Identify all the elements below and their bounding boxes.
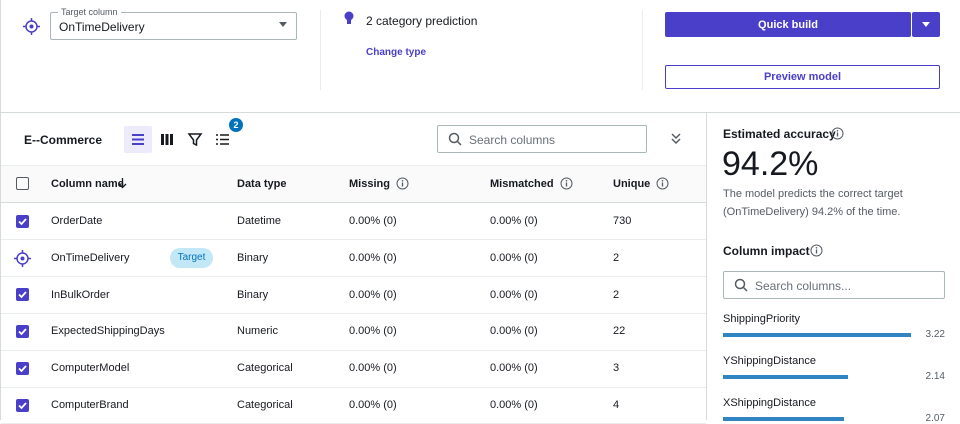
cell-missing: 0.00% (0) — [349, 362, 397, 375]
cell-name: ComputerModel — [51, 362, 130, 375]
impact-name: YShippingDistance — [723, 355, 816, 367]
preview-model-button[interactable]: Preview model — [665, 65, 940, 89]
impact-value: 2.14 — [925, 371, 945, 382]
search-icon — [734, 278, 748, 292]
cell-type: Categorical — [237, 362, 293, 375]
info-icon[interactable] — [831, 127, 844, 140]
impact-bar — [723, 417, 844, 421]
target-tag: Target — [170, 247, 213, 268]
top-bar — [0, 0, 960, 113]
list-view[interactable] — [124, 126, 152, 153]
change-type-link[interactable]: Change type — [366, 47, 427, 58]
impact-search-placeholder: Search columns... — [755, 279, 852, 293]
cell-unique: 2 — [613, 288, 620, 301]
select-label: Target column — [58, 7, 121, 17]
cell-mismatched: 0.00% (0) — [490, 325, 538, 338]
cell-unique: 3 — [613, 362, 620, 375]
sort-icon[interactable] — [118, 178, 127, 189]
cell-mismatched: 0.00% (0) — [490, 399, 538, 411]
cell-mismatched: 0.00% (0) — [490, 362, 538, 375]
cell-missing: 0.00% (0) — [349, 325, 397, 338]
select-value: OnTimeDelivery — [59, 20, 145, 34]
search-icon — [448, 132, 462, 146]
accuracy-value: 94.2% — [722, 145, 819, 183]
filter-button[interactable] — [181, 126, 209, 153]
impact-value: 2.07 — [925, 413, 945, 424]
row-divider — [1, 349, 706, 351]
accuracy-description: The model predicts the correct target (O… — [723, 188, 903, 218]
cell-type: Datetime — [237, 215, 282, 227]
filters-list[interactable] — [209, 126, 237, 153]
cell-name: ComputerBrand — [51, 399, 129, 411]
info-icon[interactable] — [560, 177, 573, 190]
cell-missing: 0.00% (0) — [349, 215, 397, 227]
row-divider — [1, 276, 706, 278]
row-checkbox[interactable] — [16, 214, 29, 228]
cell-name: OnTimeDelivery — [51, 251, 130, 264]
cell-mismatched: 0.00% (0) — [490, 251, 538, 264]
row-checkbox[interactable] — [16, 288, 29, 302]
table-panel — [0, 113, 707, 420]
cell-missing: 0.00% (0) — [349, 288, 397, 301]
cell-unique: 4 — [613, 399, 620, 411]
select-all-checkbox[interactable] — [16, 177, 29, 190]
cell-unique: 730 — [613, 215, 632, 227]
column-header: Unique — [613, 178, 651, 190]
impact-name: XShippingDistance — [723, 397, 816, 409]
cell-unique: 2 — [613, 251, 620, 264]
quick-build-button[interactable]: Quick build — [665, 12, 911, 37]
row-checkbox[interactable] — [16, 361, 29, 375]
info-icon[interactable] — [810, 244, 823, 257]
cell-missing: 0.00% (0) — [349, 251, 397, 264]
column-header: Mismatched — [490, 178, 554, 190]
impact-title: Column impact — [723, 244, 810, 258]
row-divider — [1, 313, 706, 314]
info-icon[interactable] — [656, 177, 669, 190]
search-box[interactable] — [437, 125, 647, 153]
row-checkbox[interactable] — [16, 398, 29, 412]
grid-view[interactable] — [153, 126, 181, 153]
table-header — [1, 165, 706, 203]
build-dropdown[interactable] — [912, 12, 940, 37]
row-divider — [1, 386, 706, 388]
bulb-icon — [344, 11, 354, 24]
dataset-name: E--Commerce — [24, 133, 103, 147]
prediction-type: 2 category prediction — [366, 14, 478, 28]
divider — [320, 10, 321, 90]
row-checkbox[interactable] — [16, 324, 29, 338]
cell-unique: 22 — [613, 325, 626, 338]
caret — [279, 22, 287, 27]
impact-bar — [723, 375, 848, 379]
impact-name: ShippingPriority — [723, 313, 801, 325]
column-header: Data type — [237, 178, 287, 190]
column-header: Missing — [349, 178, 390, 190]
cell-type: Binary — [237, 288, 269, 301]
impact-bar — [723, 333, 912, 337]
cell-type: Numeric — [237, 325, 278, 338]
cell-name: InBulkOrder — [51, 288, 110, 301]
impact-search[interactable] — [723, 271, 945, 299]
info-icon[interactable] — [396, 177, 409, 190]
cell-type: Binary — [237, 251, 269, 264]
cell-mismatched: 0.00% (0) — [490, 288, 538, 301]
target-icon — [14, 249, 31, 267]
cell-name: OrderDate — [51, 215, 103, 227]
row-divider — [1, 239, 706, 241]
collapse-button[interactable] — [670, 133, 682, 145]
target-select[interactable] — [50, 12, 297, 40]
filter-badge: 2 — [229, 118, 243, 132]
cell-missing: 0.00% (0) — [349, 399, 397, 411]
divider — [642, 10, 643, 90]
impact-value: 3.22 — [925, 329, 945, 340]
accuracy-title: Estimated accuracy — [723, 127, 836, 141]
target-icon — [23, 18, 40, 35]
cell-type: Categorical — [237, 399, 293, 411]
column-header: Column name — [51, 178, 124, 190]
cell-name: ExpectedShippingDays — [51, 325, 165, 338]
cell-mismatched: 0.00% (0) — [490, 215, 538, 227]
search-placeholder: Search columns — [469, 133, 556, 147]
